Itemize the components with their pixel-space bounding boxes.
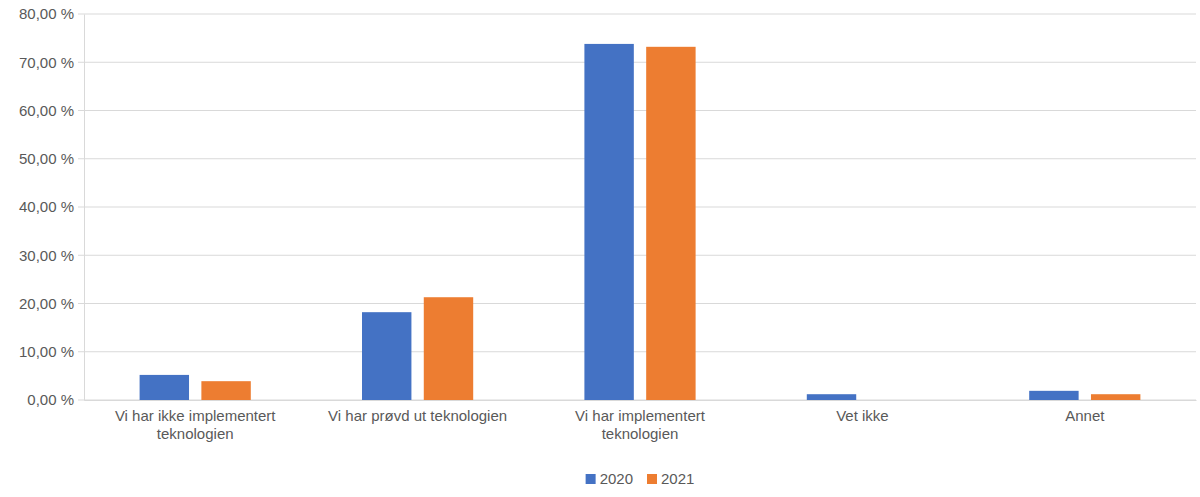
y-tick: 40,00 % — [19, 198, 84, 215]
x-tick-label-line: Vi har prøvd ut teknologien — [328, 407, 507, 424]
x-axis-line — [85, 400, 1197, 401]
bar — [1091, 394, 1140, 400]
x-tick-label: Vi har ikke implementertteknologien — [115, 407, 276, 442]
y-axis: 0,00 % 10,00 % 20,00 % 30,00 % 40,00 % 50,00 … — [19, 5, 85, 408]
y-tick-label: 50,00 % — [19, 150, 74, 167]
y-tick-label: 80,00 % — [19, 5, 74, 22]
x-tick-label-line: Vi har ikke implementert — [115, 407, 276, 424]
x-tick: Vi har ikke implementertteknologien — [115, 400, 276, 442]
legend-item: 2021 — [647, 470, 694, 487]
bar — [362, 312, 411, 400]
x-tick-label-line: Vet ikke — [836, 407, 889, 424]
grid-line — [78, 207, 1196, 208]
legend-label: 2021 — [661, 470, 694, 487]
grid — [78, 14, 1196, 400]
bar — [201, 381, 250, 400]
grid-line — [78, 158, 1196, 159]
bar — [807, 394, 856, 400]
y-tick: 10,00 % — [19, 343, 84, 360]
y-tick-label: 60,00 % — [19, 102, 74, 119]
bar — [140, 375, 189, 400]
y-tick-label: 70,00 % — [19, 54, 74, 71]
x-tick-label: Vi har implementertteknologien — [575, 407, 706, 442]
legend-swatch — [647, 474, 657, 484]
grid-line — [78, 14, 1196, 15]
y-axis-line — [84, 15, 85, 401]
chart: 0,00 % 10,00 % 20,00 % 30,00 % 40,00 % 50,00 … — [0, 0, 1200, 497]
y-tick: 60,00 % — [19, 102, 84, 119]
grid-line — [78, 303, 1196, 304]
y-tick-label: 10,00 % — [19, 343, 74, 360]
y-tick-label: 30,00 % — [19, 247, 74, 264]
bar — [424, 297, 473, 400]
bar — [1029, 391, 1078, 400]
x-tick-label-line: Annet — [1065, 407, 1105, 424]
x-tick: Annet — [1065, 400, 1105, 424]
y-tick: 50,00 % — [19, 150, 84, 167]
y-tick: 20,00 % — [19, 295, 84, 312]
legend: 2020 2021 — [586, 470, 695, 487]
x-axis: Vi har ikke implementertteknologienVi ha… — [85, 400, 1197, 442]
y-tick-label: 20,00 % — [19, 295, 74, 312]
y-tick-label: 40,00 % — [19, 198, 74, 215]
y-tick: 30,00 % — [19, 247, 84, 264]
x-tick: Vi har implementertteknologien — [575, 400, 706, 442]
bar — [869, 400, 918, 401]
y-tick: 0,00 % — [27, 391, 84, 408]
grid-line — [78, 255, 1196, 256]
legend-label: 2020 — [600, 470, 633, 487]
y-tick: 70,00 % — [19, 54, 84, 71]
x-tick-label: Vi har prøvd ut teknologien — [328, 407, 507, 424]
legend-swatch — [586, 474, 596, 484]
grid-line — [78, 110, 1196, 111]
legend-item: 2020 — [586, 470, 633, 487]
bar — [584, 44, 633, 400]
x-tick-label: Annet — [1065, 407, 1105, 424]
x-tick-label: Vet ikke — [836, 407, 889, 424]
x-tick: Vet ikke — [836, 400, 889, 424]
grid-line — [78, 62, 1196, 63]
x-tick-label-line: teknologien — [157, 425, 234, 442]
x-tick-label-line: Vi har implementert — [575, 407, 706, 424]
y-tick-label: 0,00 % — [27, 391, 74, 408]
bar — [646, 47, 695, 400]
x-tick-label-line: teknologien — [602, 425, 679, 442]
bars — [140, 44, 1141, 400]
grid-line — [78, 351, 1196, 352]
y-tick: 80,00 % — [19, 5, 84, 22]
x-tick: Vi har prøvd ut teknologien — [328, 400, 507, 424]
